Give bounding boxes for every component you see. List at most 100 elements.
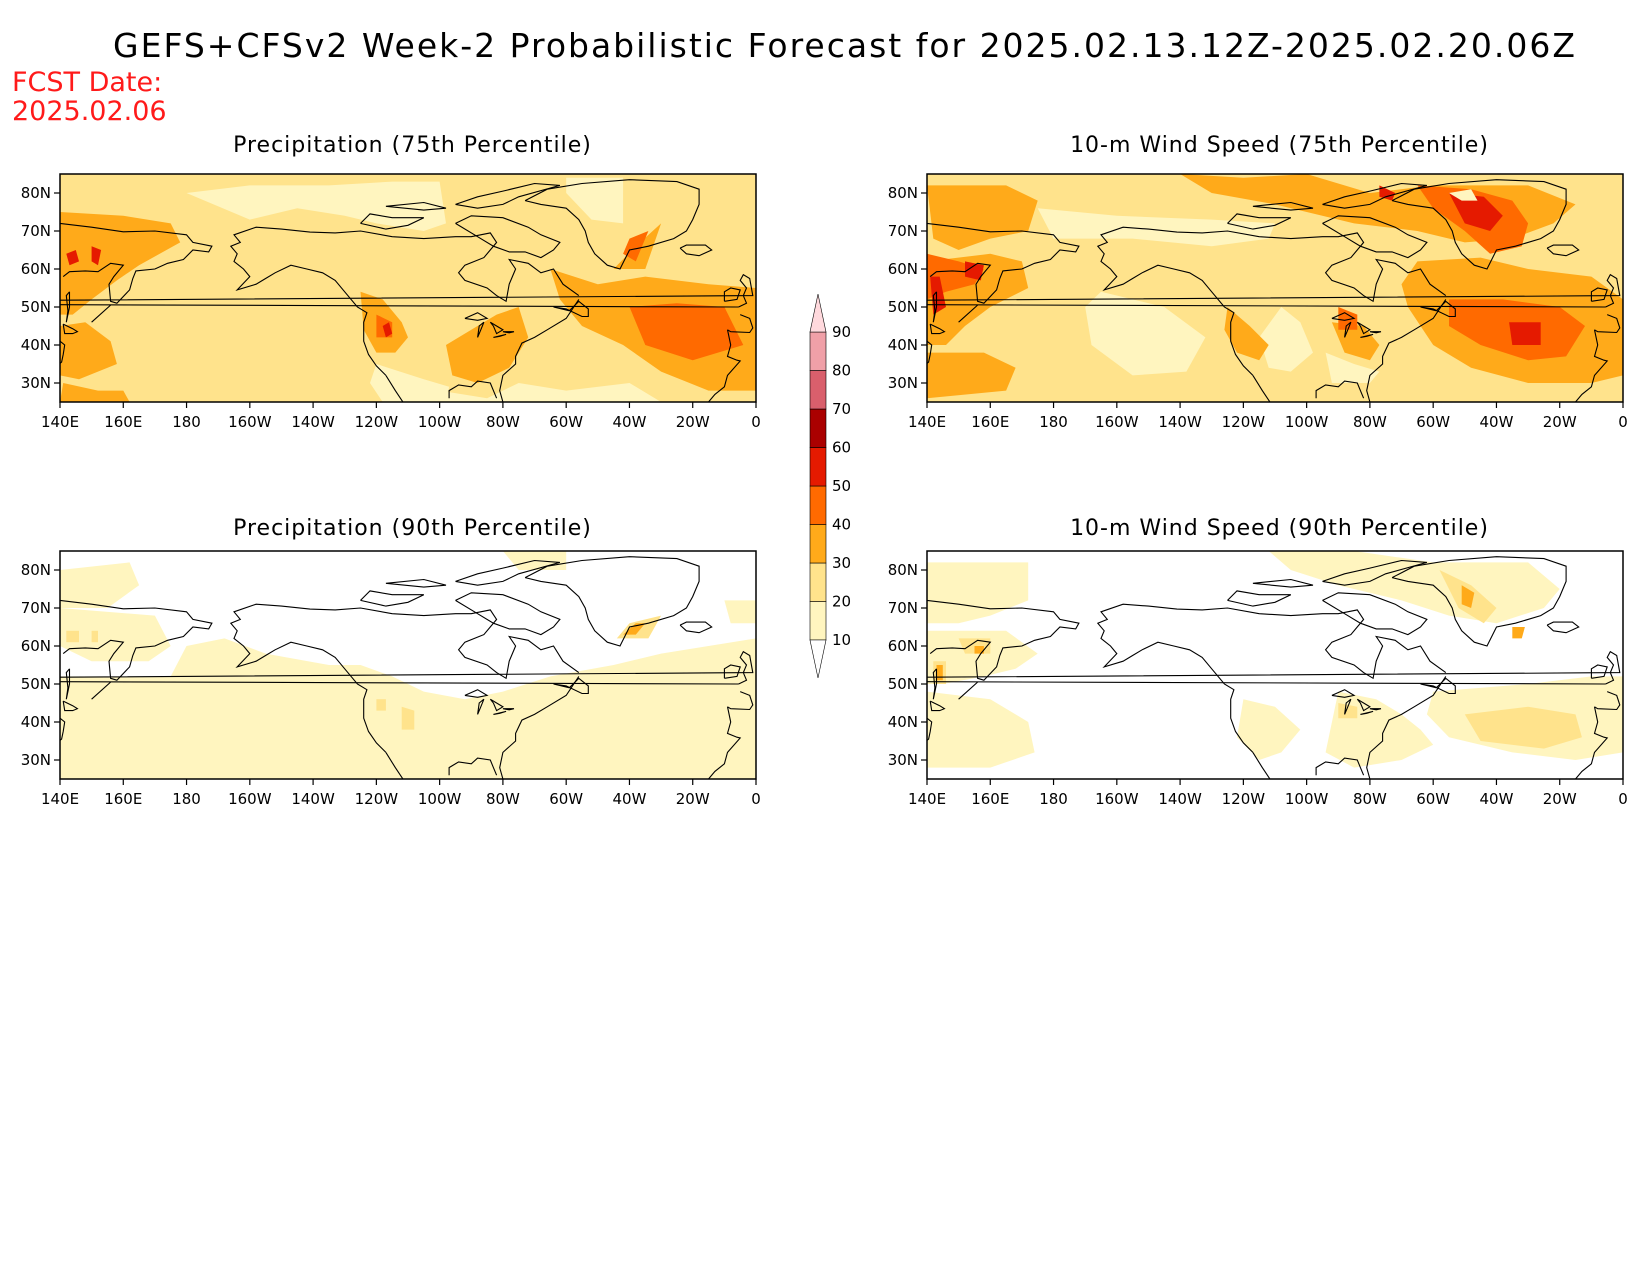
coastline bbox=[1369, 708, 1382, 711]
coastlines bbox=[927, 179, 1621, 402]
probability-region bbox=[623, 623, 646, 635]
coastline bbox=[477, 698, 485, 715]
probability-region bbox=[974, 646, 984, 654]
colorbar-swatch bbox=[809, 524, 827, 564]
coastline bbox=[958, 681, 978, 700]
coastline bbox=[1546, 621, 1580, 634]
lon-label: 80W bbox=[486, 413, 520, 431]
probability-region bbox=[965, 261, 984, 281]
coastline bbox=[385, 578, 447, 588]
coastline bbox=[360, 590, 425, 607]
coastline bbox=[553, 677, 589, 695]
lon-label: 80W bbox=[486, 790, 520, 808]
coastline bbox=[1096, 226, 1447, 376]
lon-label: 60W bbox=[549, 790, 583, 808]
colorbar: 10 20 30 40 50 60 70 80 90 bbox=[809, 293, 851, 679]
coastline bbox=[502, 708, 515, 711]
probability-region bbox=[927, 352, 1016, 399]
probability-region bbox=[927, 185, 1038, 250]
coastline bbox=[927, 273, 1621, 308]
lat-label: 70N bbox=[888, 222, 918, 240]
coastline bbox=[524, 556, 700, 647]
map-wind-75: 140E 160E 180 160W 140W 120W 100W 80W 60W 40W 20W 0… bbox=[888, 173, 1628, 431]
lon-label: 40W bbox=[1479, 790, 1513, 808]
probability-region bbox=[60, 212, 181, 315]
lon-label: 120W bbox=[1222, 413, 1266, 431]
coastline bbox=[553, 300, 589, 318]
coastline bbox=[60, 599, 213, 681]
probability-region bbox=[566, 177, 624, 224]
coastline bbox=[927, 650, 1621, 685]
coastline bbox=[929, 323, 946, 335]
lat-label: 30N bbox=[21, 751, 51, 769]
coastline bbox=[455, 182, 561, 209]
shaded-regions bbox=[927, 551, 1623, 768]
probability-region bbox=[1338, 307, 1358, 330]
lon-label: 140E bbox=[908, 790, 946, 808]
colorbar-label: 50 bbox=[832, 477, 851, 495]
coastline bbox=[385, 375, 404, 402]
lon-label: 80W bbox=[1353, 413, 1387, 431]
coastline bbox=[1420, 300, 1456, 318]
probability-region bbox=[439, 383, 662, 402]
probability-region bbox=[66, 630, 79, 643]
lon-label: 140W bbox=[291, 790, 335, 808]
lat-label: 50N bbox=[21, 298, 51, 316]
probability-region bbox=[1464, 706, 1582, 749]
coastline bbox=[727, 691, 754, 711]
lon-label: 160E bbox=[104, 413, 142, 431]
coastline bbox=[932, 668, 938, 700]
lon-label: 100W bbox=[418, 790, 462, 808]
probability-region bbox=[1449, 193, 1503, 231]
probability-region bbox=[1237, 699, 1301, 760]
lat-label: 80N bbox=[21, 561, 51, 579]
coastlines bbox=[60, 556, 754, 779]
coastline bbox=[65, 291, 71, 323]
coastline bbox=[489, 321, 504, 335]
coastline bbox=[927, 222, 1080, 304]
colorbar-swatch bbox=[809, 408, 827, 448]
coastline bbox=[91, 304, 111, 323]
lon-label: 0 bbox=[1618, 790, 1628, 808]
coastline bbox=[1096, 603, 1447, 753]
lon-label: 0 bbox=[751, 413, 761, 431]
probability-region bbox=[1379, 185, 1396, 201]
map-precip-75: 140E 160E 180 160W 140W 120W 100W 80W 60W 40W 20W 0… bbox=[21, 173, 761, 431]
lat-label: 70N bbox=[21, 599, 51, 617]
probability-region bbox=[1325, 352, 1380, 383]
lon-label: 40W bbox=[612, 413, 646, 431]
map-frame bbox=[926, 173, 1624, 403]
coastlines bbox=[927, 556, 1621, 779]
map-frame bbox=[59, 173, 757, 403]
lat-label: 30N bbox=[888, 751, 918, 769]
probability-region bbox=[724, 600, 756, 624]
coastline bbox=[91, 681, 111, 700]
lon-label: 100W bbox=[418, 413, 462, 431]
probability-region bbox=[60, 174, 756, 402]
coastline bbox=[1590, 287, 1608, 302]
probability-region bbox=[1085, 291, 1206, 376]
coastline bbox=[929, 700, 946, 712]
coastline bbox=[62, 323, 79, 335]
lon-label: 20W bbox=[676, 413, 710, 431]
lat-label: 70N bbox=[888, 599, 918, 617]
probability-region bbox=[629, 303, 744, 361]
coastline bbox=[1360, 333, 1374, 338]
lat-label: 60N bbox=[888, 637, 918, 655]
coastline bbox=[727, 314, 754, 334]
probability-region bbox=[60, 562, 140, 608]
colorbar-label: 20 bbox=[832, 593, 851, 611]
coastline bbox=[464, 689, 489, 698]
panel-title-wind-75: 10-m Wind Speed (75th Percentile) bbox=[1070, 133, 1489, 158]
panel-title-precip-90: Precipitation (90th Percentile) bbox=[233, 516, 592, 541]
lat-label: 40N bbox=[21, 336, 51, 354]
map-precip-90: 140E 160E 180 160W 140W 120W 100W 80W 60W 40W 20W 0… bbox=[21, 550, 761, 808]
lat-label: 60N bbox=[21, 260, 51, 278]
panel-title-precip-75: Precipitation (75th Percentile) bbox=[233, 133, 592, 158]
lon-label: 160W bbox=[228, 790, 272, 808]
coastline bbox=[493, 710, 507, 715]
coastline bbox=[1252, 375, 1271, 402]
probability-region bbox=[1037, 208, 1275, 247]
forecast-date-block: FCST Date: 2025.02.06 bbox=[12, 68, 167, 126]
colorbar-swatch bbox=[809, 331, 827, 371]
